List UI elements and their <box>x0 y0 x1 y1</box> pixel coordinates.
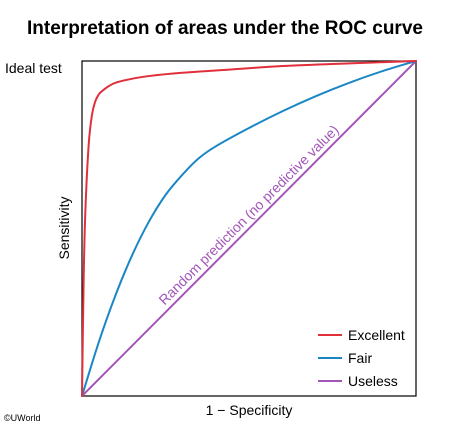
series-line-excellent <box>81 60 417 397</box>
ideal-test-label: Ideal test <box>5 60 62 76</box>
diagonal-annotation: Random prediction (no predictive value) <box>155 122 341 308</box>
series-line-fair <box>81 60 417 397</box>
chart-title: Interpretation of areas under the ROC cu… <box>27 18 423 39</box>
x-axis-label: 1 − Specificity <box>205 402 293 418</box>
legend-item-fair: Fair <box>318 346 405 369</box>
legend-label-excellent: Excellent <box>348 326 405 343</box>
copyright-label: ©UWorld <box>4 413 41 423</box>
series-line-useless <box>81 60 417 397</box>
legend-swatch-fair <box>318 356 342 359</box>
series-layer <box>81 60 417 397</box>
legend-label-fair: Fair <box>348 349 373 366</box>
plot-frame <box>81 60 417 397</box>
legend-item-useless: Useless <box>318 369 405 392</box>
legend-swatch-excellent <box>318 333 342 336</box>
legend-swatch-useless <box>318 379 342 382</box>
legend-label-useless: Useless <box>348 372 398 389</box>
legend-item-excellent: Excellent <box>318 323 405 346</box>
legend: Excellent Fair Useless <box>318 323 405 392</box>
